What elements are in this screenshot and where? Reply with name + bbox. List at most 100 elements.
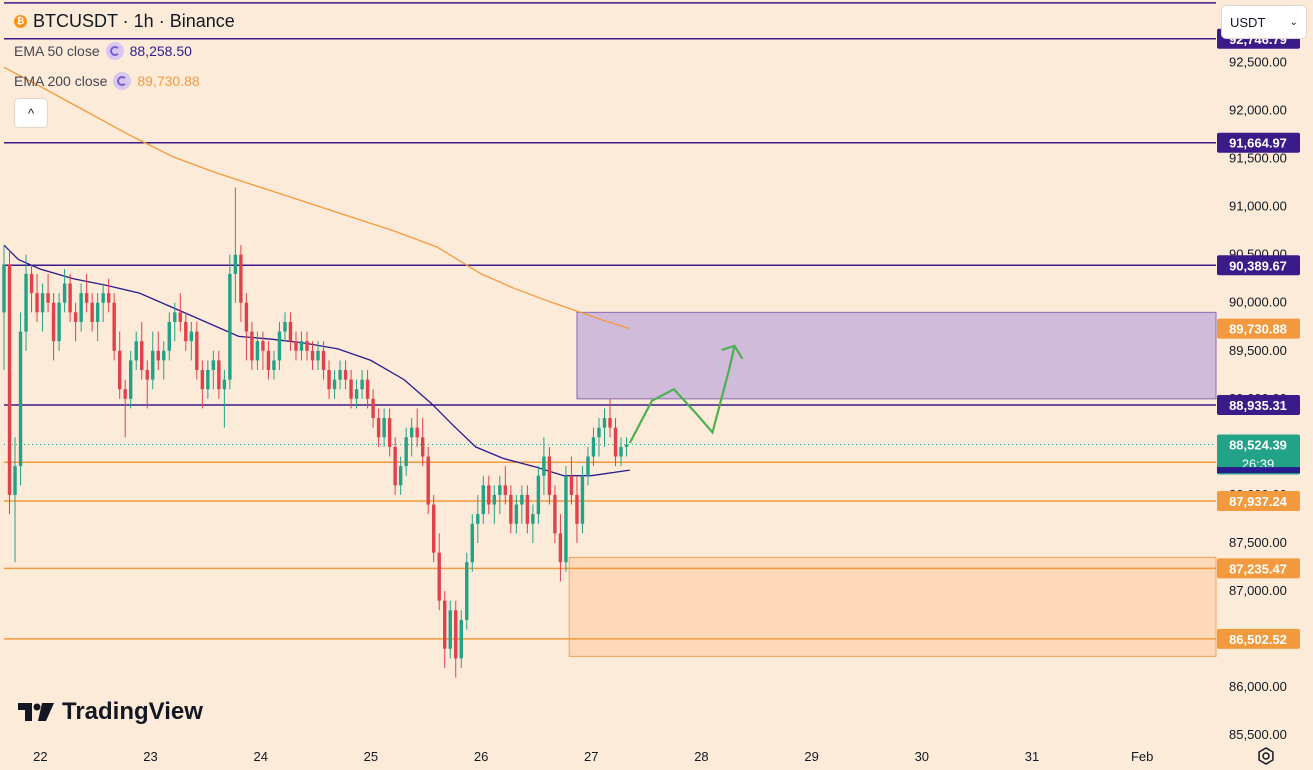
candle-body	[465, 562, 469, 620]
ema200-value: 89,730.88	[137, 73, 200, 89]
candle-body	[112, 302, 116, 351]
candle-body	[393, 446, 397, 486]
candle-body	[437, 552, 441, 601]
candle-body	[211, 360, 216, 370]
candle-body	[299, 341, 304, 351]
candle-body	[184, 321, 188, 342]
candle-body	[321, 350, 326, 370]
candle-body	[250, 331, 254, 361]
candle-body	[117, 350, 122, 390]
candle-body	[509, 494, 513, 524]
candle-body	[354, 389, 359, 399]
candle-body	[415, 427, 419, 438]
candles	[2, 187, 629, 678]
candle-body	[266, 350, 271, 370]
candle-body	[95, 302, 100, 322]
y-tick-label: 92,500.00	[1229, 54, 1287, 69]
candle-body	[195, 331, 199, 370]
candle-body	[40, 293, 45, 313]
legend-ema50[interactable]: EMA 50 close 88,258.50	[14, 42, 192, 60]
projection-line	[628, 345, 736, 444]
candle-body	[332, 379, 337, 390]
candle-body	[35, 293, 39, 313]
candle-body	[90, 302, 94, 322]
candle-body	[376, 418, 381, 438]
candle-body	[18, 331, 23, 467]
current-price-tag: 88,524.39	[1229, 438, 1287, 453]
chart-settings-button[interactable]	[1256, 746, 1276, 766]
candle-body	[531, 514, 535, 524]
candle-body	[239, 254, 243, 303]
x-tick-label: 29	[804, 749, 818, 764]
support-price-tag: 86,502.52	[1229, 632, 1287, 647]
candle-body	[129, 360, 133, 399]
candle-body	[349, 379, 353, 399]
candle-body	[178, 312, 182, 322]
candle-body	[343, 370, 348, 380]
resistance-price-tag: 91,664.97	[1229, 136, 1287, 151]
candle-body	[409, 427, 414, 438]
support-price-tag: 87,235.47	[1229, 561, 1287, 576]
refresh-icon[interactable]	[113, 72, 132, 90]
candle-body	[481, 485, 485, 515]
candle-body	[338, 370, 342, 380]
candle-body	[79, 293, 83, 322]
resistance-price-tag-bg	[1217, 255, 1300, 276]
candle-body	[233, 254, 238, 274]
support-price-tag-bg	[1217, 558, 1300, 579]
ema200-line	[3, 66, 630, 330]
y-tick-label: 91,000.00	[1229, 199, 1287, 214]
candle-body	[608, 418, 612, 428]
bitcoin-icon: ₿	[14, 15, 27, 28]
ema50-price-tag-bg	[1217, 467, 1300, 474]
support-zone	[568, 556, 1217, 657]
y-tick-label: 87,000.00	[1229, 583, 1287, 598]
currency-value: USDT	[1230, 14, 1266, 30]
candle-body	[470, 523, 474, 563]
ema50-label: EMA 50 close	[14, 43, 100, 59]
candle-body	[613, 427, 618, 457]
candle-body	[162, 350, 166, 361]
candle-body	[432, 504, 436, 553]
currency-select[interactable]: USDT ⌄	[1222, 6, 1306, 38]
candle-body	[487, 485, 491, 505]
tradingview-wordmark: TradingView	[62, 698, 203, 725]
legend-ema200[interactable]: EMA 200 close 89,730.88	[14, 72, 200, 90]
candle-body	[57, 302, 61, 342]
ema-lines	[3, 66, 630, 477]
symbol-title: BTCUSDT · 1h · Binance	[33, 11, 235, 31]
candle-body	[123, 389, 127, 399]
candle-body	[547, 456, 552, 495]
candle-body	[101, 293, 105, 303]
candle-body	[73, 312, 78, 322]
support-price-tag-bg	[1217, 628, 1300, 649]
projection-arrowhead	[721, 344, 744, 360]
candle-body	[200, 370, 205, 390]
candle-body	[46, 293, 50, 303]
tradingview-logo[interactable]: TradingView	[18, 698, 203, 726]
candle-body	[624, 444, 629, 447]
candle-body	[62, 283, 67, 303]
candle-body	[217, 360, 221, 390]
candle-body	[387, 418, 392, 447]
candle-body	[156, 350, 160, 361]
refresh-icon[interactable]	[105, 42, 124, 60]
candle-body	[173, 312, 177, 322]
candle-body	[228, 273, 232, 380]
support-price-tag: 87,937.24	[1229, 494, 1288, 509]
candle-body	[619, 446, 623, 457]
projection-path	[628, 344, 744, 444]
x-axis-ticks: 22 23 24 25 26 27 28 29 30 31 Feb	[33, 749, 1153, 764]
candle-body	[51, 302, 56, 342]
resistance-zone	[576, 311, 1217, 400]
candle-body	[24, 273, 28, 332]
x-tick-label: 31	[1025, 749, 1039, 764]
candle-body	[29, 273, 34, 294]
x-tick-label: 24	[253, 749, 267, 764]
candle-body	[575, 494, 579, 524]
symbol-header[interactable]: ₿ BTCUSDT · 1h · Binance	[14, 11, 235, 32]
candle-body	[404, 437, 408, 467]
collapse-legend-button[interactable]: ^	[15, 99, 47, 127]
